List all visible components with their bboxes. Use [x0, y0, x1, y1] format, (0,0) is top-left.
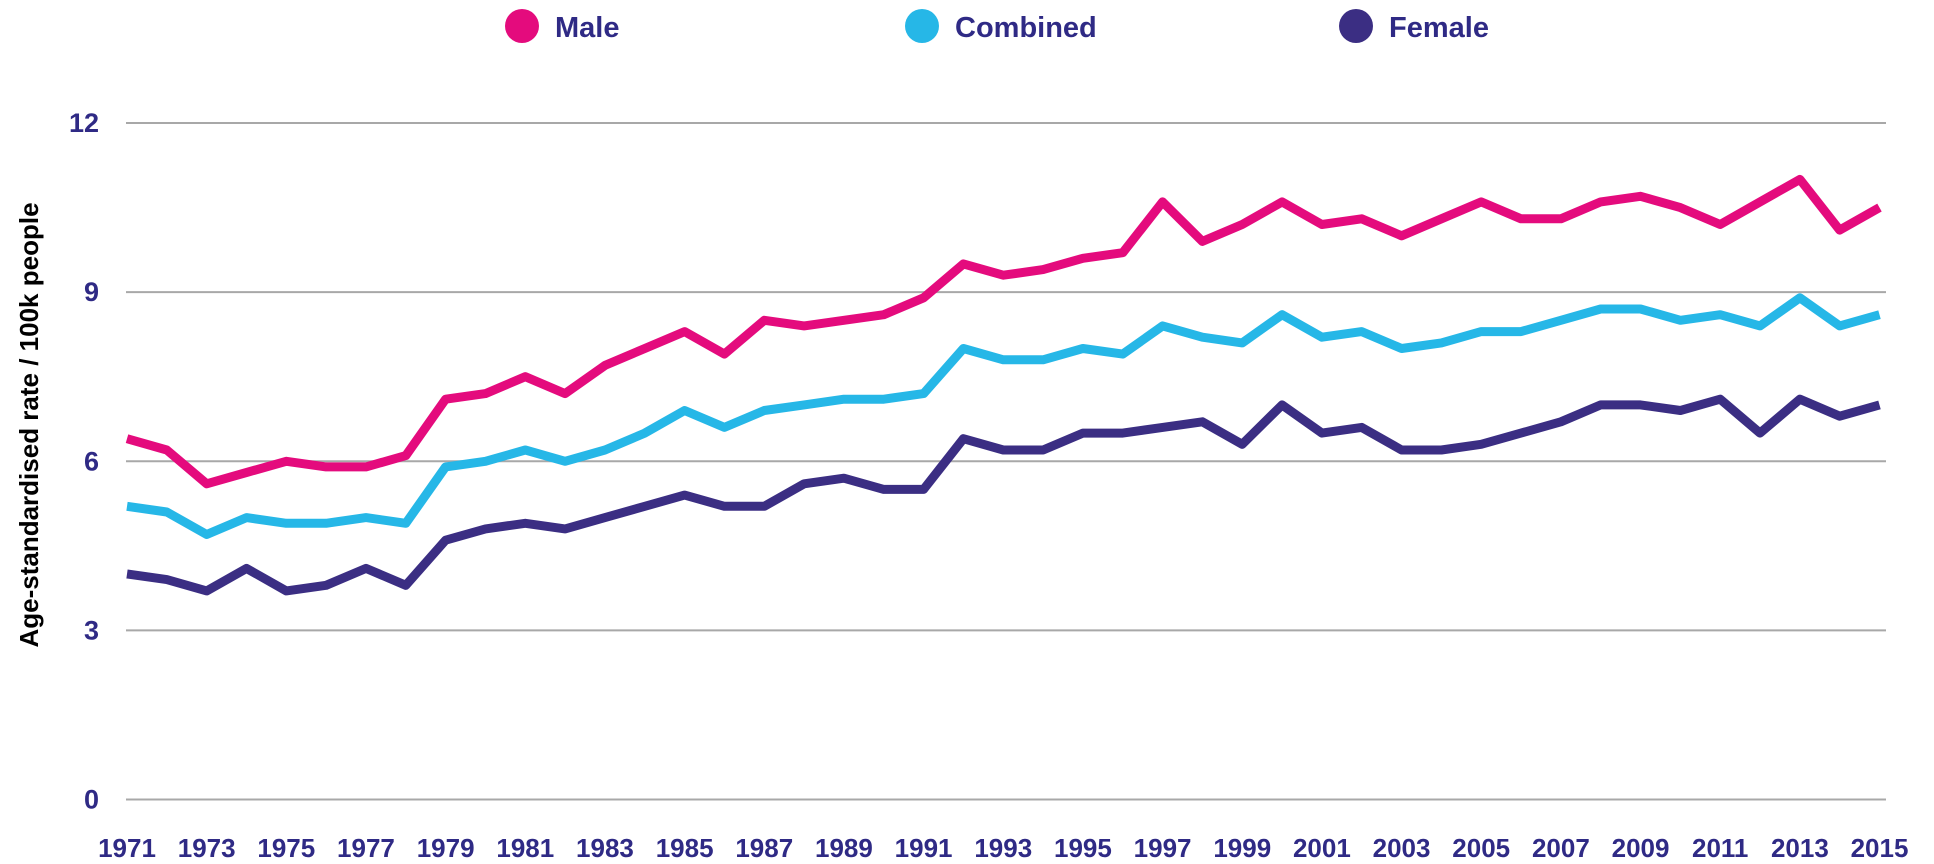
x-tick-label: 2007	[1532, 833, 1590, 863]
x-tick-label: 2011	[1692, 833, 1748, 863]
legend-dot-female	[1339, 9, 1373, 43]
legend-item-combined: Combined	[905, 9, 1097, 44]
male-line	[125, 174, 1882, 489]
legend-label-male: Male	[555, 12, 619, 44]
x-tick-label: 2009	[1612, 833, 1670, 863]
x-tick-label: 1977	[337, 833, 395, 863]
y-tick-label: 0	[84, 785, 99, 815]
x-tick-label: 1975	[257, 833, 315, 863]
x-tick-label: 1983	[576, 833, 634, 863]
y-axis-title: Age-standardised rate / 100k people	[14, 202, 44, 647]
x-tick-label: 1995	[1054, 833, 1112, 863]
x-tick-label: 1999	[1213, 833, 1271, 863]
y-tick-label: 9	[84, 277, 99, 307]
x-tick-label: 2001	[1293, 833, 1351, 863]
x-tick-label: 1989	[815, 833, 873, 863]
x-tick-label: 2013	[1771, 833, 1829, 863]
legend-dot-combined	[905, 9, 939, 43]
x-tick-label: 1971	[98, 833, 156, 863]
legend-dot-male	[505, 9, 539, 43]
x-tick-label: 1973	[178, 833, 236, 863]
data-series-lines	[125, 174, 1882, 596]
y-tick-label: 3	[84, 615, 99, 645]
legend-item-female: Female	[1339, 9, 1489, 44]
x-tick-label: 1987	[735, 833, 793, 863]
legend-item-male: Male	[505, 9, 619, 44]
gridlines	[126, 122, 1886, 801]
x-tick-label: 2005	[1452, 833, 1510, 863]
x-tick-label: 1991	[895, 833, 953, 863]
y-axis-tick-labels: 0 3 6 9 12	[69, 108, 99, 815]
x-tick-label: 2003	[1373, 833, 1431, 863]
x-tick-label: 1979	[417, 833, 475, 863]
chart-legend: Male Combined Female	[505, 9, 1489, 44]
x-tick-label: 1981	[496, 833, 554, 863]
x-tick-label: 1985	[656, 833, 714, 863]
y-tick-label: 12	[69, 108, 99, 138]
x-tick-label: 1997	[1134, 833, 1192, 863]
x-tick-label: 2015	[1851, 833, 1909, 863]
y-tick-label: 6	[84, 446, 99, 476]
x-axis-tick-labels: 1971 1973 1975 1977 1979 1981 1983 1985 1987 1989…	[98, 833, 1908, 863]
combined-line	[126, 293, 1881, 539]
legend-label-female: Female	[1389, 12, 1489, 44]
female-line	[126, 394, 1881, 596]
x-tick-label: 1993	[974, 833, 1032, 863]
legend-label-combined: Combined	[955, 12, 1097, 44]
